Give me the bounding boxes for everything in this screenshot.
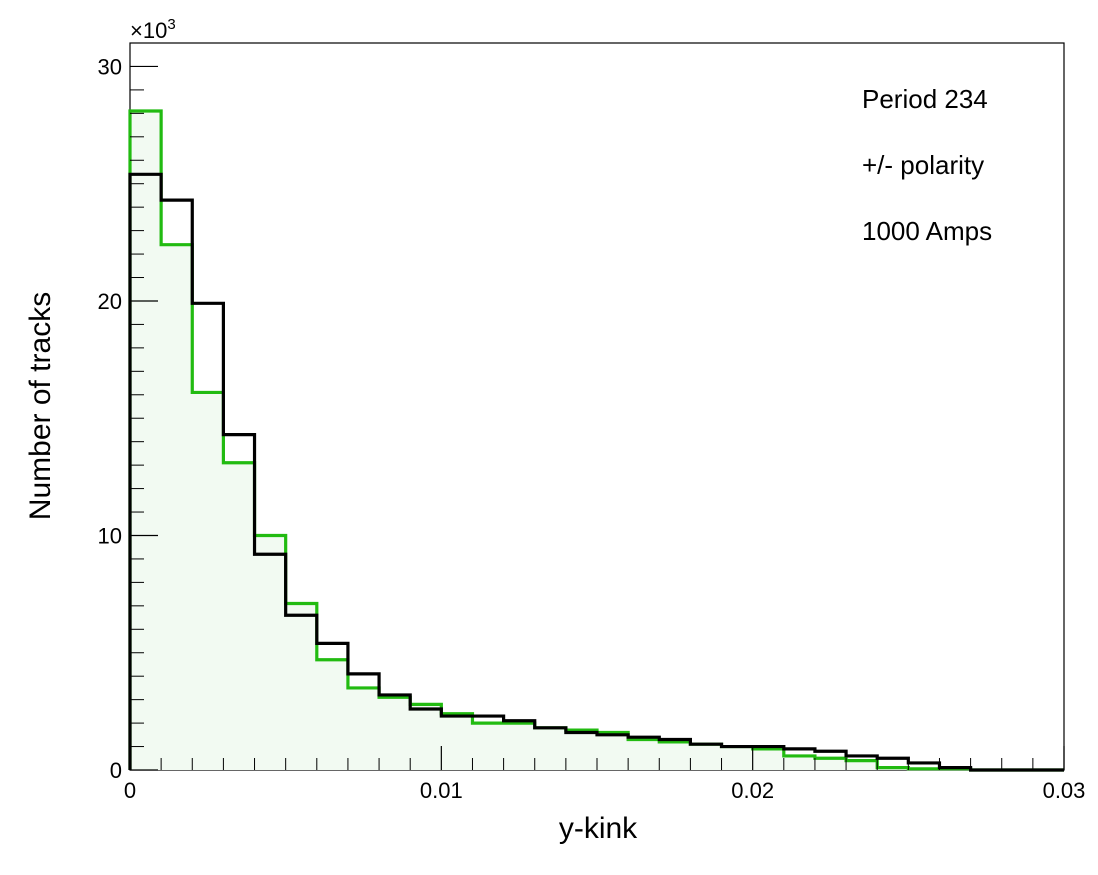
y-tick-label-0: 0 [110,758,122,783]
x-tick-label-1: 0.01 [420,778,463,803]
axis-ticks [129,42,1065,771]
y-tick-label-3: 30 [98,54,122,79]
y-axis-title: Number of tracks [24,292,57,520]
y-tick-label-1: 10 [98,523,122,548]
axis-tick-labels: 0 0.01 0.02 0.03 0 10 20 30 [98,54,1086,803]
annotation-current: 1000 Amps [862,216,992,246]
series-0-fill [130,111,1064,770]
x-tick-label-2: 0.02 [731,778,774,803]
series-lines [128,109,1064,772]
y-exponent-label: ×103 [130,16,176,43]
y-tick-label-2: 20 [98,289,122,314]
series-1-line [128,172,1064,772]
x-tick-label-3: 0.03 [1043,778,1086,803]
annotation-period: Period 234 [862,84,988,114]
x-tick-label-0: 0 [124,778,136,803]
series-fills [130,111,1064,770]
x-axis-title: y-kink [559,812,638,845]
annotation-polarity: +/- polarity [862,150,984,180]
